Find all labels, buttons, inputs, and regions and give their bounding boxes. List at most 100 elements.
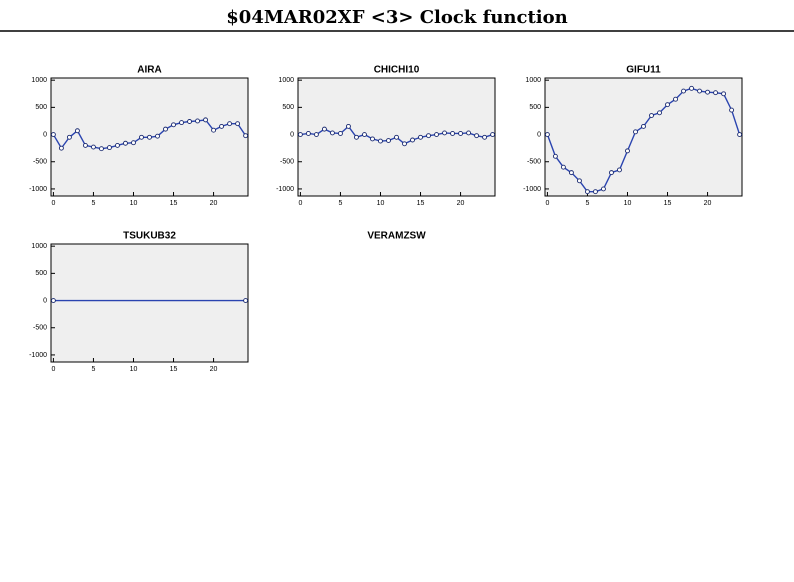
data-point — [219, 123, 225, 129]
x-tick-label: 5 — [91, 200, 95, 207]
y-tick-label: -500 — [33, 159, 47, 166]
panel-title: TSUKUB32 — [123, 231, 176, 242]
x-tick-label: 0 — [545, 200, 549, 207]
data-point — [235, 121, 241, 127]
data-point — [737, 132, 743, 138]
y-tick-label: -500 — [280, 159, 294, 166]
x-tick-label: 20 — [210, 366, 218, 373]
x-tick-label: 0 — [51, 200, 55, 207]
data-point — [370, 136, 375, 142]
x-tick-label: 5 — [585, 200, 589, 207]
data-point — [90, 144, 96, 150]
data-point — [584, 189, 590, 195]
data-point — [657, 110, 662, 116]
x-tick-label: 15 — [664, 200, 672, 207]
data-point — [82, 142, 88, 148]
y-tick-label: -500 — [527, 159, 541, 166]
plot-area — [50, 243, 249, 363]
x-tick-label: 20 — [210, 200, 218, 207]
data-point — [227, 121, 233, 127]
plot-area — [544, 77, 743, 197]
data-point — [490, 132, 496, 138]
data-point — [313, 132, 319, 138]
x-tick-label: 5 — [338, 200, 342, 207]
data-point — [203, 117, 209, 123]
y-tick-label: 500 — [35, 270, 47, 277]
data-point — [155, 133, 160, 139]
data-point — [418, 134, 423, 140]
data-point — [195, 118, 200, 124]
x-tick-label: 10 — [624, 200, 632, 207]
data-point — [321, 126, 327, 132]
data-point — [50, 298, 56, 304]
y-tick-label: -1000 — [523, 186, 541, 193]
y-tick-label: 0 — [290, 131, 294, 138]
data-point — [705, 89, 711, 95]
x-tick-label: 10 — [130, 366, 138, 373]
data-point — [681, 88, 686, 94]
data-point — [123, 140, 128, 146]
data-point — [107, 145, 112, 151]
y-tick-label: 500 — [35, 104, 47, 111]
data-point — [697, 88, 703, 94]
data-point — [99, 146, 104, 152]
data-point — [354, 134, 359, 140]
data-point — [394, 134, 399, 140]
data-point — [434, 132, 439, 138]
panel-title: CHICHI10 — [374, 65, 420, 76]
data-point — [243, 298, 249, 304]
x-tick-label: 20 — [457, 200, 465, 207]
data-point — [305, 131, 311, 136]
data-point — [609, 170, 614, 176]
data-point — [552, 153, 558, 159]
x-tick-label: 5 — [91, 366, 95, 373]
data-point — [402, 141, 407, 147]
data-point — [50, 132, 56, 138]
data-point — [179, 120, 184, 126]
data-point — [171, 122, 176, 128]
y-tick-label: -1000 — [276, 186, 294, 193]
data-point — [544, 132, 550, 138]
panel-title: AIRA — [137, 65, 161, 76]
x-tick-label: 15 — [170, 366, 178, 373]
data-point — [633, 129, 638, 135]
data-point — [729, 107, 735, 113]
data-point — [665, 102, 670, 108]
y-tick-label: -1000 — [29, 352, 47, 359]
data-point — [689, 85, 694, 91]
y-tick-label: -1000 — [29, 186, 47, 193]
y-tick-label: 1000 — [525, 77, 541, 84]
data-point — [74, 128, 80, 134]
x-tick-label: 10 — [377, 200, 385, 207]
x-tick-label: 10 — [130, 200, 138, 207]
data-point — [58, 145, 64, 151]
data-point — [426, 133, 431, 139]
data-point — [466, 130, 472, 136]
data-point — [617, 167, 622, 173]
data-point — [297, 132, 303, 138]
data-point — [163, 126, 168, 132]
y-tick-label: 0 — [43, 131, 47, 138]
data-point — [458, 131, 464, 136]
x-tick-label: 0 — [51, 366, 55, 373]
data-point — [243, 133, 249, 139]
data-point — [139, 134, 144, 140]
data-point — [568, 170, 574, 176]
panel-title: VERAMZSW — [367, 231, 426, 242]
y-tick-label: 0 — [537, 131, 541, 138]
data-point — [115, 142, 120, 148]
page-title: $04MAR02XF <3> Clock function — [226, 7, 567, 28]
y-tick-label: 1000 — [278, 77, 294, 84]
x-tick-label: 15 — [170, 200, 178, 207]
data-point — [641, 123, 646, 129]
data-point — [131, 140, 136, 146]
y-tick-label: 1000 — [31, 77, 47, 84]
data-point — [713, 90, 719, 96]
data-point — [482, 134, 488, 140]
data-point — [362, 132, 367, 138]
data-point — [386, 138, 391, 143]
data-point — [187, 119, 192, 124]
y-tick-label: 0 — [43, 297, 47, 304]
data-point — [601, 186, 606, 192]
